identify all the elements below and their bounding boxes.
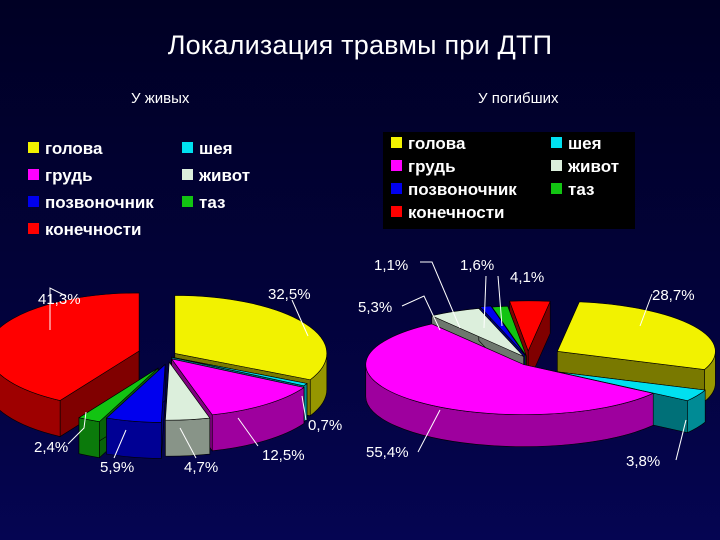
leader-line [417, 409, 441, 453]
legend-swatch [551, 183, 562, 195]
legend-swatch [182, 142, 193, 154]
leader-line [291, 299, 309, 337]
pie-slice-позвоночник [105, 363, 166, 459]
legend-deceased: голова шея грудь живот позвоночник таз конечно… [383, 132, 635, 229]
legend-item-6: конечности [28, 220, 142, 240]
pie-slice-живот [165, 361, 211, 457]
leader-line [401, 295, 441, 331]
legend-item-0: голова [28, 139, 102, 159]
legend-swatch [391, 137, 402, 149]
legend-label: голова [45, 139, 103, 158]
legend-swatch [28, 142, 39, 154]
pie-chart-deceased [365, 300, 716, 447]
legend-item-6: конечности [391, 203, 505, 223]
leader-line [675, 419, 687, 461]
legend-label: позвоночник [45, 193, 154, 212]
leader-line [301, 395, 307, 421]
pie-chart-living [0, 292, 328, 459]
legend-swatch [28, 223, 39, 235]
leader-line [420, 261, 461, 329]
data-label-живот: 5,3% [358, 299, 392, 316]
data-label-живот: 4,7% [184, 459, 218, 476]
legend-item-1: шея [551, 134, 602, 154]
legend-item-3: живот [551, 157, 619, 177]
leader-line [67, 411, 87, 445]
legend-item-0: голова [391, 134, 465, 154]
leader-line [639, 293, 653, 327]
chart-title: Локализация травмы при ДТП [167, 30, 553, 60]
legend-label: таз [199, 193, 226, 212]
subtitle-deceased: У погибших [478, 90, 559, 107]
legend-item-2: грудь [391, 157, 456, 177]
legend-label: живот [199, 166, 251, 185]
data-label-грудь: 12,5% [262, 447, 305, 464]
legend-label: живот [568, 157, 620, 176]
legend-swatch [182, 169, 193, 181]
subtitle-living: У живых [131, 90, 190, 107]
legend-item-4: позвоночник [391, 180, 517, 200]
legend-item-5: таз [551, 180, 594, 200]
legend-label: грудь [408, 157, 456, 176]
legend-item-3: живот [182, 166, 250, 186]
legend-swatch [28, 196, 39, 208]
legend-label: таз [568, 180, 595, 199]
legend-label: конечности [408, 203, 505, 222]
legend-swatch [551, 137, 562, 149]
legend-living: голова шея грудь живот позвоночник таз конечно… [22, 134, 342, 246]
leader-line [113, 429, 127, 459]
pie-slice-грудь [365, 323, 655, 447]
legend-swatch [391, 160, 402, 172]
legend-label: шея [199, 139, 233, 158]
legend-label: конечности [45, 220, 142, 239]
data-label-позвоночник: 1,1% [374, 257, 408, 274]
legend-item-5: таз [182, 193, 225, 213]
data-label-грудь: 55,4% [366, 444, 409, 461]
legend-swatch [182, 196, 193, 208]
leader-line [237, 417, 259, 447]
leader-line [483, 275, 487, 329]
data-label-конечности: 4,1% [510, 269, 544, 286]
data-label-таз: 2,4% [34, 439, 68, 456]
legend-swatch [391, 206, 402, 218]
data-label-позвоночник: 5,9% [100, 459, 134, 476]
legend-label: шея [568, 134, 602, 153]
data-label-голова: 32,5% [268, 286, 311, 303]
legend-swatch [391, 183, 402, 195]
legend-swatch [28, 169, 39, 181]
legend-item-1: шея [182, 139, 233, 159]
data-label-шея: 0,7% [308, 417, 342, 434]
legend-item-2: грудь [28, 166, 93, 186]
leader-line [179, 427, 197, 459]
legend-item-4: позвоночник [28, 193, 154, 213]
legend-swatch [551, 160, 562, 172]
leader-line [497, 275, 503, 327]
data-label-таз: 1,6% [460, 257, 494, 274]
legend-label: голова [408, 134, 466, 153]
data-label-конечности: 41,3% [38, 291, 81, 308]
legend-label: грудь [45, 166, 93, 185]
pie-slice-конечности [0, 292, 140, 438]
data-label-голова: 28,7% [652, 287, 695, 304]
leader-line [49, 287, 67, 330]
data-label-шея: 3,8% [626, 453, 660, 470]
legend-label: позвоночник [408, 180, 517, 199]
